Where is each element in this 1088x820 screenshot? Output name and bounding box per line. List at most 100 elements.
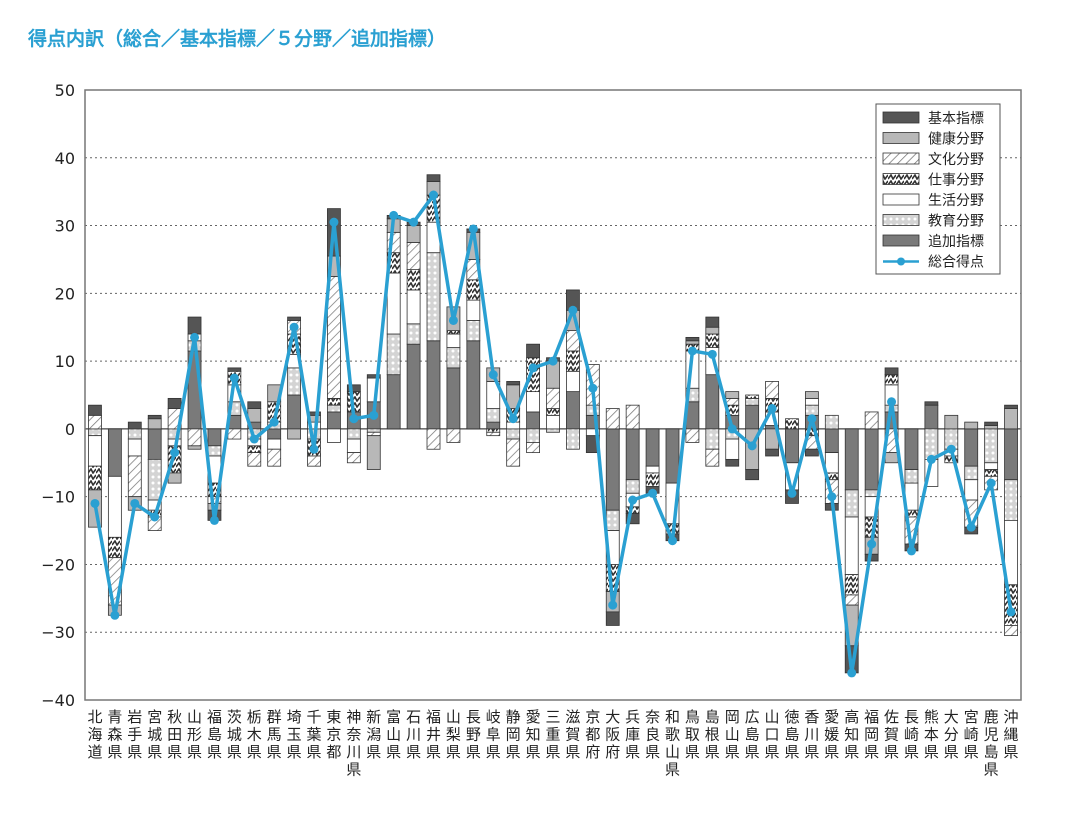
bar-segment	[984, 462, 999, 470]
legend-label: 基本指標	[928, 110, 984, 127]
x-tick-label: 京都府	[585, 708, 600, 761]
bar-segment	[964, 479, 979, 501]
x-tick-label: 和歌山県	[665, 708, 680, 779]
bar-segment	[844, 574, 859, 596]
total-score-point	[986, 478, 996, 488]
bar-segment	[1004, 404, 1018, 409]
bar-segment	[426, 428, 441, 450]
bar-segment	[187, 316, 202, 335]
total-score-point	[807, 414, 817, 424]
y-tick-label: 20	[55, 284, 75, 303]
x-tick-label: 兵庫県	[625, 708, 640, 761]
bar-segment	[247, 452, 262, 467]
x-tick-label: 富山県	[386, 708, 401, 761]
bar-segment	[824, 428, 839, 454]
bar-segment	[526, 442, 540, 454]
bar-segment	[725, 397, 740, 406]
bar-segment	[924, 404, 939, 430]
bar-segment	[147, 428, 162, 460]
legend-label: 教育分野	[928, 214, 984, 230]
legend-label: 総合得点	[928, 254, 984, 271]
total-score-point	[329, 217, 339, 227]
bar-segment	[486, 421, 501, 430]
bar-segment	[287, 367, 302, 396]
bar-segment	[466, 299, 481, 321]
total-score-point	[628, 495, 638, 505]
y-tick-label: −30	[41, 623, 75, 642]
bar-segment	[844, 428, 859, 491]
total-score-point	[448, 315, 458, 325]
y-tick-label: 30	[55, 217, 75, 236]
bar-segment	[466, 279, 481, 301]
bar-segment	[964, 428, 979, 467]
y-tick-label: −40	[41, 691, 75, 710]
legend-label: 追加指標	[928, 234, 984, 250]
legend-swatch	[882, 132, 920, 144]
bar-segment	[745, 394, 760, 399]
bar-segment	[327, 397, 341, 406]
bar-segment	[526, 343, 540, 359]
x-tick-label: 高知県	[844, 708, 859, 761]
bar-segment	[127, 455, 142, 498]
bar-segment	[924, 428, 939, 460]
bar-segment	[207, 428, 222, 447]
x-tick-label: 佐賀県	[884, 708, 899, 761]
bar-segment	[147, 414, 162, 420]
bar-segment	[247, 445, 262, 454]
x-tick-label: 長野県	[466, 708, 481, 761]
bar-segment	[127, 438, 142, 457]
bar-segment	[785, 418, 799, 430]
bar-segment	[745, 397, 760, 406]
bar-segment	[426, 174, 441, 182]
bar-segment	[267, 438, 282, 450]
bar-segment	[107, 536, 122, 559]
bar-segment	[765, 381, 779, 399]
bar-segment	[984, 425, 999, 430]
x-tick-label: 大阪府	[605, 708, 620, 761]
bar-segment	[506, 381, 521, 386]
y-tick-label: 50	[55, 81, 75, 100]
x-tick-label: 愛媛県	[824, 708, 839, 761]
bar-segment	[605, 428, 620, 511]
y-tick-label: 40	[55, 149, 75, 168]
y-tick-label: 0	[65, 420, 75, 439]
x-tick-label: 三重県	[545, 708, 560, 761]
bar-segment	[864, 489, 879, 498]
bar-segment	[566, 370, 580, 393]
bar-segment	[486, 431, 501, 437]
legend-swatch	[882, 214, 920, 226]
bar-segment	[207, 445, 222, 457]
bar-segment	[1004, 428, 1018, 481]
x-tick-label: 青森県	[107, 708, 122, 761]
bar-segment	[346, 452, 361, 464]
total-score-point	[289, 322, 299, 332]
bar-segment	[1004, 625, 1018, 637]
bar-segment	[327, 428, 341, 443]
x-tick-label: 大分県	[944, 708, 959, 761]
total-score-point	[588, 383, 598, 393]
x-tick-label: 鹿児島県	[984, 708, 999, 779]
total-score-point	[309, 444, 319, 454]
bar-segment	[725, 391, 740, 399]
legend-label: 健康分野	[928, 131, 984, 148]
x-tick-label: 熊本県	[924, 708, 939, 761]
total-score-point	[190, 332, 200, 342]
total-score-point	[946, 444, 956, 454]
bar-segment	[944, 414, 959, 430]
bar-segment	[88, 465, 102, 491]
total-score-point	[787, 488, 797, 498]
x-tick-label: 徳島県	[784, 708, 799, 761]
bar-segment	[366, 435, 381, 470]
total-score-point	[687, 346, 697, 356]
total-score-point	[249, 434, 259, 444]
bar-segment	[147, 458, 162, 501]
bar-segment	[705, 326, 720, 335]
bar-segment	[804, 391, 819, 399]
bar-segment	[526, 428, 540, 443]
x-tick-label: 宮城県	[147, 708, 162, 761]
total-score-point	[170, 448, 180, 458]
x-tick-label: 千葉県	[307, 708, 322, 761]
bar-segment	[466, 340, 481, 430]
x-tick-label: 沖縄県	[1004, 708, 1019, 761]
